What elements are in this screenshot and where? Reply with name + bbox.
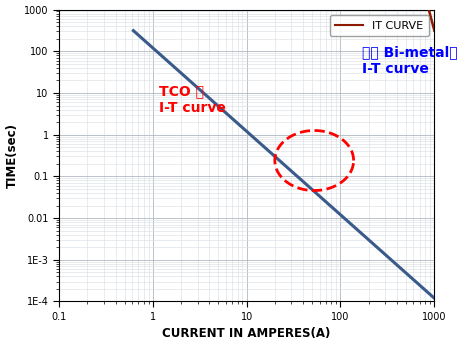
Text: TCO 의
I-T curve: TCO 의 I-T curve (158, 84, 226, 115)
X-axis label: CURRENT IN AMPERES(A): CURRENT IN AMPERES(A) (163, 327, 331, 340)
Text: 일반 Bi-metal의
I-T curve: 일반 Bi-metal의 I-T curve (362, 45, 458, 76)
Y-axis label: TIME(sec): TIME(sec) (6, 123, 19, 188)
Legend: IT CURVE: IT CURVE (330, 15, 429, 36)
